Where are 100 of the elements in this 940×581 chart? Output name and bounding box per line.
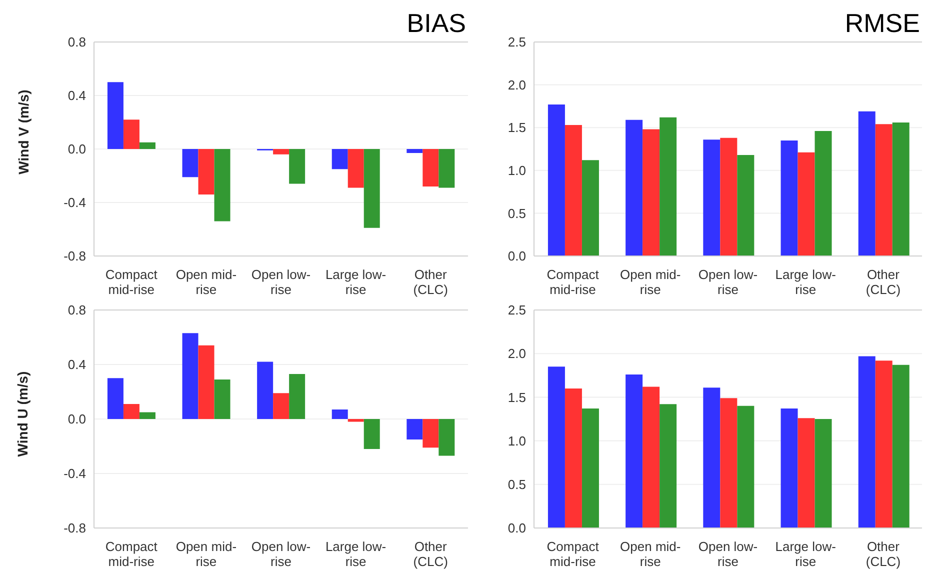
bar — [814, 419, 832, 528]
bar — [123, 404, 140, 419]
bar — [364, 419, 380, 449]
x-tick-label: Open low-rise — [251, 539, 311, 569]
bar — [139, 412, 156, 419]
x-tick-label: Other (CLC) — [413, 267, 448, 297]
bar — [348, 149, 364, 188]
y-tick-label: -0.8 — [64, 248, 86, 264]
chart-title: RMSE — [844, 8, 920, 39]
y-tick-label: 2.5 — [508, 302, 526, 318]
bar — [364, 149, 380, 228]
x-tick-label: Compact mid-rise — [105, 267, 158, 297]
bar — [703, 140, 720, 256]
bar — [548, 104, 565, 256]
y-tick-label: 0.0 — [508, 248, 526, 264]
bar — [348, 419, 364, 422]
bar — [564, 388, 582, 528]
x-tick-label: Open mid-rise — [620, 539, 681, 569]
y-tick-label: 2.0 — [508, 77, 526, 92]
y-tick-label: 1.5 — [508, 390, 526, 405]
y-tick-label: -0.8 — [64, 520, 86, 536]
bar — [182, 149, 198, 178]
bar — [626, 374, 643, 528]
x-tick-label: Large low-rise — [325, 267, 386, 297]
bar — [720, 138, 738, 256]
bar — [798, 418, 815, 528]
bar — [642, 386, 660, 528]
y-tick-label: 1.0 — [508, 163, 526, 178]
y-tick-label: 1.0 — [508, 433, 526, 448]
y-tick-label: 2.5 — [508, 34, 526, 50]
chart-title: BIAS — [406, 8, 466, 39]
y-axis-title: Wind U (m/s) — [15, 370, 32, 456]
x-tick-label: Other (CLC) — [413, 539, 448, 569]
bar — [720, 398, 738, 528]
bar — [814, 131, 832, 256]
bar — [422, 149, 439, 186]
x-tick-label: Compact mid-rise — [546, 267, 600, 297]
y-tick-label: -0.4 — [64, 195, 86, 210]
x-tick-label: Open mid-rise — [176, 539, 237, 569]
bar — [582, 160, 599, 256]
bar — [139, 142, 156, 149]
x-tick-label: Open low-rise — [251, 267, 311, 297]
bar — [257, 362, 274, 419]
y-tick-label: 0.8 — [68, 34, 86, 50]
bar — [798, 152, 815, 256]
bar — [422, 419, 439, 448]
x-tick-label: Open low-rise — [698, 539, 758, 569]
bar — [703, 388, 720, 528]
y-tick-label: 0.4 — [68, 88, 86, 104]
y-tick-label: 0.0 — [508, 520, 526, 536]
bar — [626, 120, 643, 256]
bar — [892, 122, 910, 256]
bar — [198, 345, 214, 419]
bar — [660, 404, 677, 528]
bar — [289, 374, 306, 419]
bar — [858, 111, 876, 256]
x-tick-label: Open mid-rise — [620, 267, 681, 297]
bar — [273, 393, 290, 419]
bar — [737, 154, 754, 256]
bar — [564, 125, 582, 256]
bar — [107, 82, 124, 149]
bar — [332, 409, 348, 419]
y-tick-label: 0.0 — [68, 412, 86, 427]
bar — [332, 149, 348, 170]
bar — [214, 379, 230, 419]
bar — [642, 129, 660, 256]
bar — [438, 149, 455, 188]
x-tick-label: Compact mid-rise — [546, 539, 600, 569]
y-tick-label: 0.8 — [68, 302, 86, 318]
bar — [182, 333, 198, 419]
bar — [406, 149, 423, 154]
bar — [406, 419, 423, 440]
y-tick-label: 0.4 — [68, 357, 86, 372]
x-tick-label: Other (CLC) — [866, 539, 901, 569]
y-axis-title: Wind V (m/s) — [15, 89, 31, 174]
x-tick-label: Other (CLC) — [866, 267, 901, 297]
bar — [107, 378, 124, 419]
x-tick-label: Compact mid-rise — [105, 539, 158, 569]
bar — [858, 356, 876, 528]
bar — [660, 117, 677, 256]
y-tick-label: 1.5 — [508, 120, 526, 136]
y-tick-label: 0.5 — [508, 477, 526, 492]
bar — [737, 406, 754, 528]
bar — [780, 408, 798, 528]
bar — [289, 149, 306, 184]
x-tick-label: Large low-rise — [325, 539, 386, 569]
bar — [438, 419, 455, 456]
bar — [875, 360, 892, 528]
y-tick-label: -0.4 — [64, 466, 86, 482]
x-tick-label: Open mid-rise — [176, 267, 237, 297]
y-tick-label: 0.0 — [68, 142, 86, 157]
x-tick-label: Open low-rise — [698, 267, 758, 297]
bar — [198, 149, 214, 194]
x-tick-label: Large low-rise — [775, 539, 836, 569]
bar — [780, 140, 798, 256]
bar — [123, 120, 140, 149]
bar — [214, 149, 230, 222]
x-tick-label: Large low-rise — [775, 267, 836, 297]
y-tick-label: 2.0 — [508, 346, 526, 362]
bar — [892, 364, 910, 528]
